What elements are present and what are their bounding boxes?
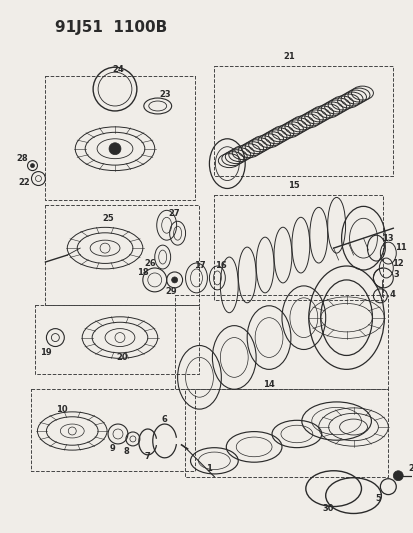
Text: 10: 10: [56, 405, 68, 414]
Text: 27: 27: [169, 209, 180, 218]
Text: 29: 29: [166, 287, 177, 296]
Text: 7: 7: [145, 453, 150, 462]
Text: 91J51  1100B: 91J51 1100B: [55, 20, 167, 35]
Text: 24: 24: [112, 64, 123, 74]
Text: 6: 6: [161, 415, 167, 424]
Text: 17: 17: [193, 261, 205, 270]
Circle shape: [171, 277, 177, 283]
Text: 28: 28: [17, 154, 28, 163]
Text: 13: 13: [382, 233, 393, 243]
Text: 16: 16: [215, 261, 227, 270]
Text: 23: 23: [159, 90, 170, 99]
Text: 11: 11: [394, 243, 406, 252]
Text: 12: 12: [392, 259, 403, 268]
Text: 3: 3: [392, 270, 398, 279]
Text: 19: 19: [40, 348, 51, 357]
Text: 18: 18: [137, 269, 148, 278]
Text: 4: 4: [388, 290, 394, 300]
Text: 20: 20: [116, 353, 128, 362]
Text: 14: 14: [263, 380, 274, 389]
Text: 25: 25: [102, 214, 114, 223]
Text: 8: 8: [123, 447, 128, 456]
Text: 30: 30: [322, 504, 334, 513]
Text: 22: 22: [19, 178, 30, 187]
Text: 26: 26: [144, 259, 155, 268]
Circle shape: [31, 164, 34, 167]
Circle shape: [392, 471, 402, 481]
Text: 1: 1: [206, 464, 212, 473]
Text: 15: 15: [287, 181, 299, 190]
Circle shape: [109, 143, 121, 155]
Text: 2: 2: [407, 464, 413, 473]
Text: 5: 5: [375, 494, 380, 503]
Text: 9: 9: [109, 445, 115, 454]
Text: 21: 21: [282, 52, 294, 61]
